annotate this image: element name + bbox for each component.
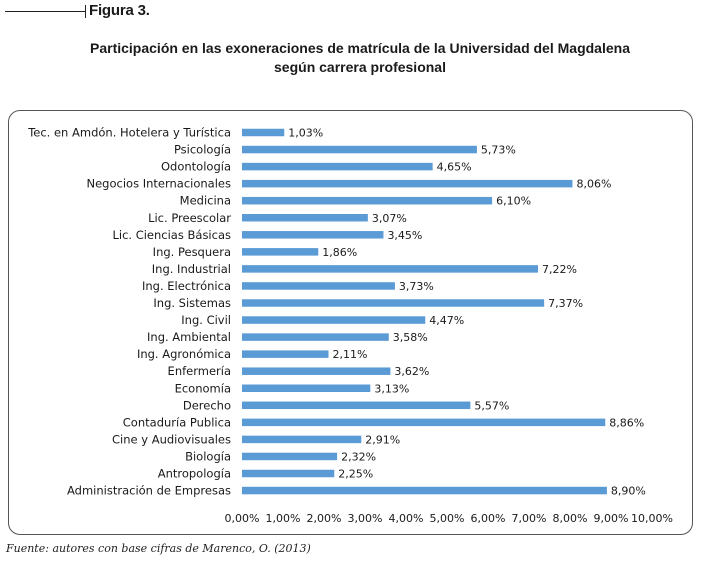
x-tick-label: 6,00% <box>471 512 506 525</box>
chart-title-line2: según carrera profesional <box>274 59 446 75</box>
data-label: 7,37% <box>548 297 583 310</box>
x-tick-label: 7,00% <box>512 512 547 525</box>
data-label: 2,32% <box>341 450 376 463</box>
category-label: Ing. Electrónica <box>142 279 231 293</box>
category-label: Ing. Industrial <box>152 262 231 276</box>
figure-rule <box>5 11 85 12</box>
data-label: 3,07% <box>372 212 407 225</box>
chart-title-line1: Participación en las exoneraciones de ma… <box>90 40 630 56</box>
data-label: 2,25% <box>338 468 373 481</box>
data-label: 7,22% <box>542 263 577 276</box>
bar <box>242 282 395 290</box>
category-label: Biología <box>185 449 231 463</box>
data-label: 1,03% <box>288 127 323 140</box>
bar <box>242 384 371 392</box>
bar <box>242 299 545 307</box>
category-label: Administración de Empresas <box>67 484 231 498</box>
bar <box>242 196 493 205</box>
category-label: Medicina <box>180 194 231 208</box>
bar <box>242 435 362 444</box>
data-label: 3,45% <box>387 229 422 242</box>
bar <box>242 231 384 239</box>
bar <box>242 452 338 461</box>
data-label: 4,65% <box>437 161 472 174</box>
x-tick-label: 9,00% <box>594 512 629 525</box>
bar <box>242 145 477 154</box>
data-label: 3,62% <box>394 365 429 378</box>
bar <box>242 469 335 478</box>
bar <box>242 248 319 256</box>
x-tick-label: 3,00% <box>348 512 383 525</box>
data-label: 8,06% <box>576 178 611 191</box>
category-label: Ing. Agronómica <box>137 347 231 361</box>
bar <box>242 162 433 171</box>
bar <box>242 265 539 273</box>
category-label: Antropología <box>158 467 231 481</box>
data-label: 5,73% <box>481 144 516 157</box>
category-label: Lic. Ciencias Básicas <box>112 228 231 242</box>
x-tick-label: 2,00% <box>307 512 342 525</box>
category-label: Odontología <box>161 160 231 174</box>
figure-rule-tick <box>85 5 86 18</box>
bar <box>242 401 471 410</box>
bar <box>242 333 389 341</box>
category-label: Cine y Audiovisuales <box>112 432 231 446</box>
category-label: Psicología <box>174 143 231 157</box>
data-label: 6,10% <box>496 195 531 208</box>
category-label: Contaduría Publica <box>123 415 231 429</box>
bar <box>242 418 606 427</box>
category-label: Economía <box>175 381 231 395</box>
data-label: 2,91% <box>365 433 400 446</box>
data-label: 8,86% <box>609 416 644 429</box>
bar <box>242 214 368 222</box>
category-label: Lic. Preescolar <box>148 211 231 225</box>
data-label: 8,90% <box>611 485 646 498</box>
data-label: 4,47% <box>429 314 464 327</box>
source-note: Fuente: autores con base cifras de Maren… <box>6 542 311 555</box>
category-label: Derecho <box>183 398 231 412</box>
category-label: Ing. Sistemas <box>153 296 231 310</box>
category-label: Ing. Pesquera <box>153 245 231 259</box>
x-tick-label: 1,00% <box>266 512 301 525</box>
x-tick-label: 8,00% <box>553 512 588 525</box>
bar <box>242 367 391 375</box>
data-label: 3,58% <box>393 331 428 344</box>
bar <box>242 350 329 358</box>
data-label: 5,57% <box>474 399 509 412</box>
category-label: Enfermería <box>168 364 231 378</box>
category-label: Negocios Internacionales <box>87 177 232 191</box>
data-label: 1,86% <box>322 246 357 259</box>
bar <box>242 486 607 495</box>
x-tick-label: 4,00% <box>389 512 424 525</box>
category-label: Tec. en Amdón. Hotelera y Turística <box>27 126 231 140</box>
bar <box>242 316 426 324</box>
figure-label: Figura 3. <box>89 2 150 19</box>
x-tick-label: 0,00% <box>225 512 260 525</box>
category-label: Ing. Civil <box>181 313 231 327</box>
x-tick-label: 5,00% <box>430 512 465 525</box>
category-label: Ing. Ambiental <box>147 330 231 344</box>
data-label: 3,73% <box>399 280 434 293</box>
bar <box>242 179 573 188</box>
data-label: 3,13% <box>374 382 409 395</box>
bar <box>242 128 285 137</box>
x-tick-label: 10,00% <box>631 512 673 525</box>
data-label: 2,11% <box>333 348 368 361</box>
chart-frame <box>8 110 693 535</box>
